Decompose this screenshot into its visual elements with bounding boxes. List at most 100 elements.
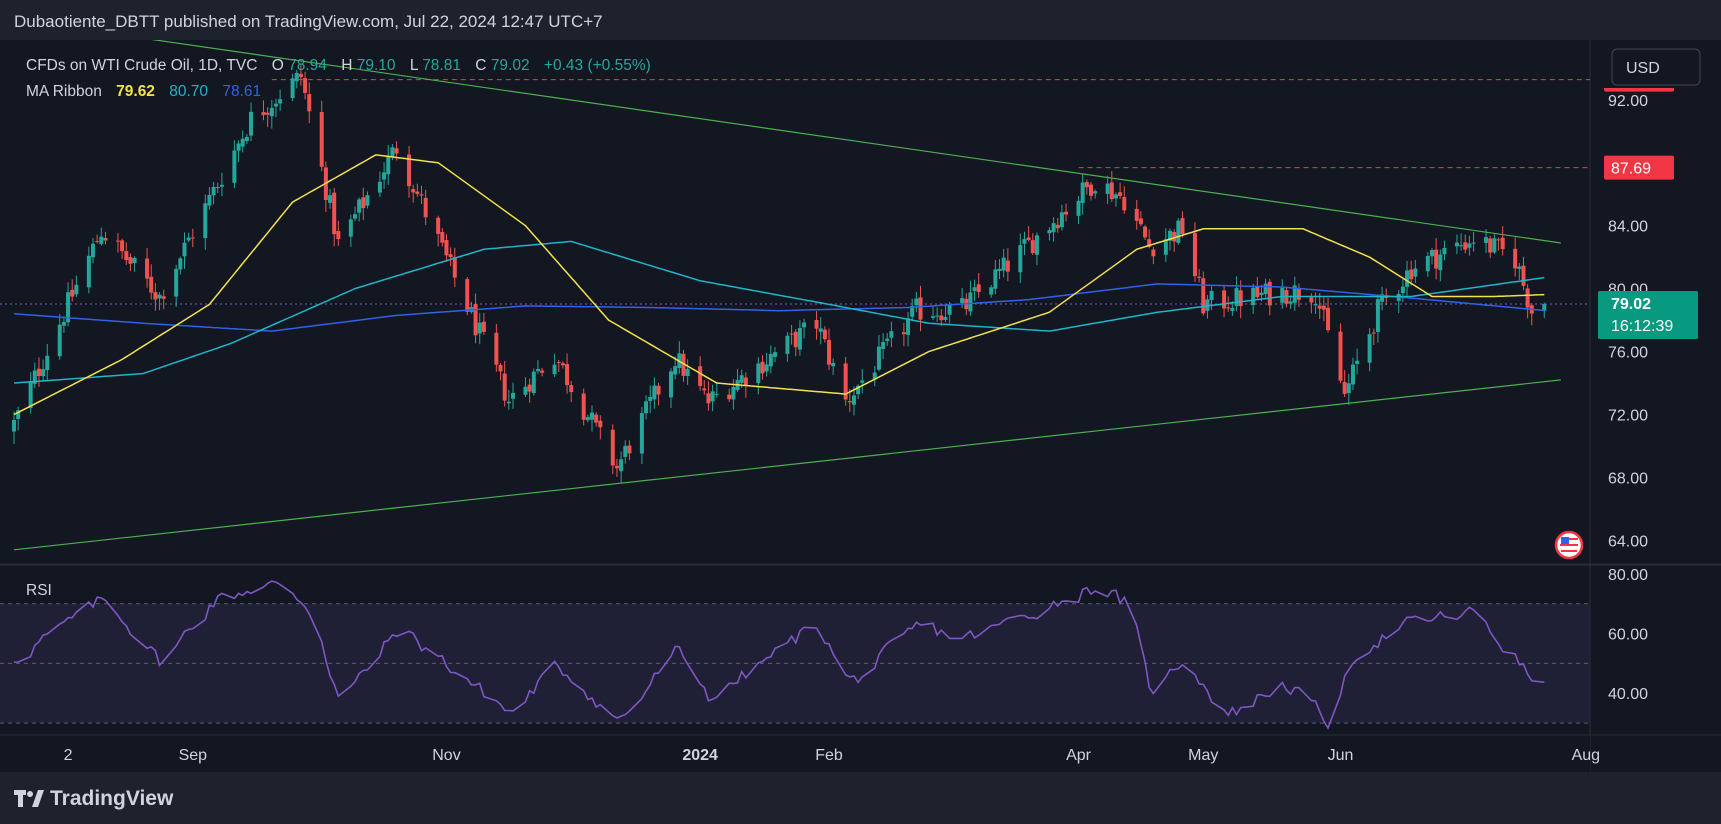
candle-body	[120, 240, 125, 252]
currency-button[interactable]: USD	[1611, 48, 1701, 86]
candle-body	[361, 197, 366, 209]
candle-body	[906, 318, 911, 335]
legend: CFDs on WTI Crude Oil, 1D, TVC O 78.94 H…	[26, 57, 651, 599]
candle-body	[436, 217, 441, 234]
candle-body	[1209, 291, 1214, 301]
candle-body	[1030, 240, 1035, 254]
time-axis-bg	[0, 735, 1590, 772]
candle-body	[585, 417, 590, 421]
candle-body	[1425, 256, 1430, 272]
candle-body	[1205, 299, 1210, 311]
candle-body	[565, 364, 570, 385]
candle-body	[1222, 290, 1227, 309]
candle-body	[1342, 382, 1347, 394]
candle-body	[1326, 307, 1331, 331]
candle-body	[307, 94, 312, 112]
candle-body	[207, 194, 212, 206]
candle-body	[203, 203, 208, 239]
candle-body	[673, 366, 678, 375]
candle-body	[1288, 301, 1293, 304]
candle-body	[1309, 297, 1314, 303]
time-tick-label: Sep	[179, 747, 208, 764]
candle-body	[1429, 250, 1434, 257]
candle-body	[756, 363, 761, 384]
time-tick-label: 2	[64, 747, 73, 764]
candle-body	[989, 287, 994, 295]
candle-body	[540, 370, 545, 373]
candle-body	[1180, 218, 1185, 234]
price-tick-label: 84.00	[1608, 219, 1648, 236]
chart-area[interactable]: 92.0088.0084.0080.0076.0072.0068.0064.00…	[0, 40, 1721, 772]
candle-body	[1400, 286, 1405, 294]
candle-body	[182, 242, 187, 257]
candle-body	[440, 232, 445, 243]
candle-body	[178, 258, 183, 270]
candle-body	[149, 276, 154, 293]
candle-body	[419, 194, 424, 196]
candle-body	[290, 78, 295, 99]
candle-body	[506, 401, 511, 404]
candle-body	[145, 258, 150, 279]
axes: 92.0088.0084.0080.0076.0072.0068.0064.00…	[0, 40, 1721, 772]
candle-body	[157, 294, 162, 299]
candle-body	[1380, 294, 1385, 302]
tradingview-logo[interactable]: TradingView	[14, 787, 173, 811]
candle-body	[215, 186, 220, 188]
candle-body	[1234, 288, 1239, 307]
candle-body	[95, 241, 100, 243]
candle-body	[1463, 242, 1468, 250]
rsi-tick-label: 80.00	[1608, 567, 1648, 584]
legend-high: 79.10	[357, 57, 396, 74]
candle-body	[232, 150, 237, 183]
svg-text:CFDs on WTI Crude Oil, 1D, TVC: CFDs on WTI Crude Oil, 1D, TVC O 78.94 H…	[26, 57, 651, 74]
footer: TradingView	[0, 772, 1721, 824]
countdown-text: 16:12:39	[1611, 318, 1673, 335]
candle-body	[739, 375, 744, 383]
candle-body	[477, 322, 482, 334]
candle-body	[1500, 237, 1505, 250]
candle-body	[452, 257, 457, 278]
candle-body	[930, 316, 935, 318]
candle-body	[28, 381, 33, 409]
candle-body	[743, 377, 748, 386]
time-tick-label: Feb	[815, 747, 843, 764]
candle-body	[714, 393, 719, 395]
candle-body	[872, 372, 877, 380]
candle-body	[249, 111, 254, 136]
publisher-text: Dubaotiente_DBTT published on TradingVie…	[14, 12, 603, 31]
candle-body	[219, 184, 224, 187]
candle-body	[644, 401, 649, 414]
candle-body	[1055, 224, 1060, 229]
candle-body	[1259, 292, 1264, 296]
candle-body	[1134, 208, 1139, 221]
candle-body	[294, 72, 299, 82]
price-tick-label: 68.00	[1608, 470, 1648, 487]
legend-close-label: C	[475, 57, 486, 74]
trendlines	[13, 40, 1561, 551]
candle-body	[843, 363, 848, 400]
candle-body	[1517, 266, 1522, 269]
candle-body	[1105, 183, 1110, 194]
candle-body	[36, 368, 41, 376]
candle-body	[569, 385, 574, 393]
candle-body	[498, 365, 503, 372]
currency-label[interactable]: USD	[1626, 60, 1660, 77]
candle-body	[502, 373, 507, 401]
candle-body	[648, 396, 653, 401]
candle-body	[972, 287, 977, 291]
candle-body	[827, 340, 832, 365]
candle-body	[153, 292, 158, 300]
candle-body	[710, 391, 715, 402]
candle-body	[1168, 230, 1173, 241]
currency-button-bg[interactable]	[1611, 48, 1701, 86]
publisher-header: Dubaotiente_DBTT published on TradingVie…	[0, 0, 1721, 40]
candle-body	[1151, 249, 1156, 257]
candle-body	[473, 303, 478, 336]
candle-body	[702, 388, 707, 391]
price-tick-label: 72.00	[1608, 408, 1648, 425]
candle-body	[190, 237, 195, 239]
candle-body	[115, 240, 120, 242]
candle-body	[598, 420, 603, 428]
candle-body	[1492, 238, 1497, 253]
candle-body	[390, 147, 395, 158]
